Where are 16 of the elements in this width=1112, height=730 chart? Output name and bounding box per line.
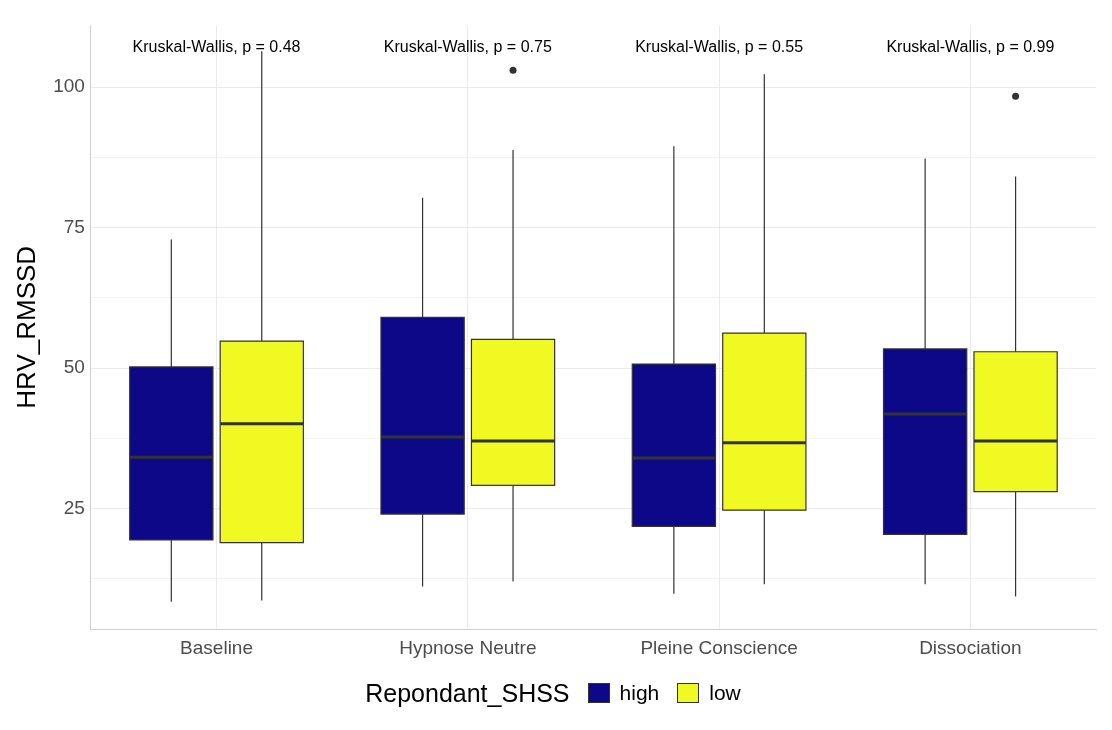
y-tick-label: 50 <box>63 356 85 378</box>
y-tick-label: 75 <box>63 215 85 237</box>
y-tick-label: 25 <box>63 496 85 518</box>
annotation: Kruskal-Wallis, p = 0.99 <box>886 37 1055 55</box>
legend-label: high <box>619 681 660 705</box>
x-tick-label: Pleine Conscience <box>640 636 798 658</box>
annotation: Kruskal-Wallis, p = 0.75 <box>383 37 552 55</box>
annotation: Kruskal-Wallis, p = 0.55 <box>635 37 804 55</box>
legend-title: Repondant_SHSS <box>365 678 570 708</box>
y-axis-title: HRV_RMSSD <box>10 245 41 409</box>
x-tick-label: Baseline <box>180 636 253 658</box>
annotation: Kruskal-Wallis, p = 0.48 <box>132 37 301 55</box>
legend-label: low <box>709 681 741 705</box>
x-tick-label: Dissociation <box>919 636 1022 658</box>
y-tick-label: 100 <box>53 75 85 97</box>
x-tick-label: Hypnose Neutre <box>399 636 537 658</box>
